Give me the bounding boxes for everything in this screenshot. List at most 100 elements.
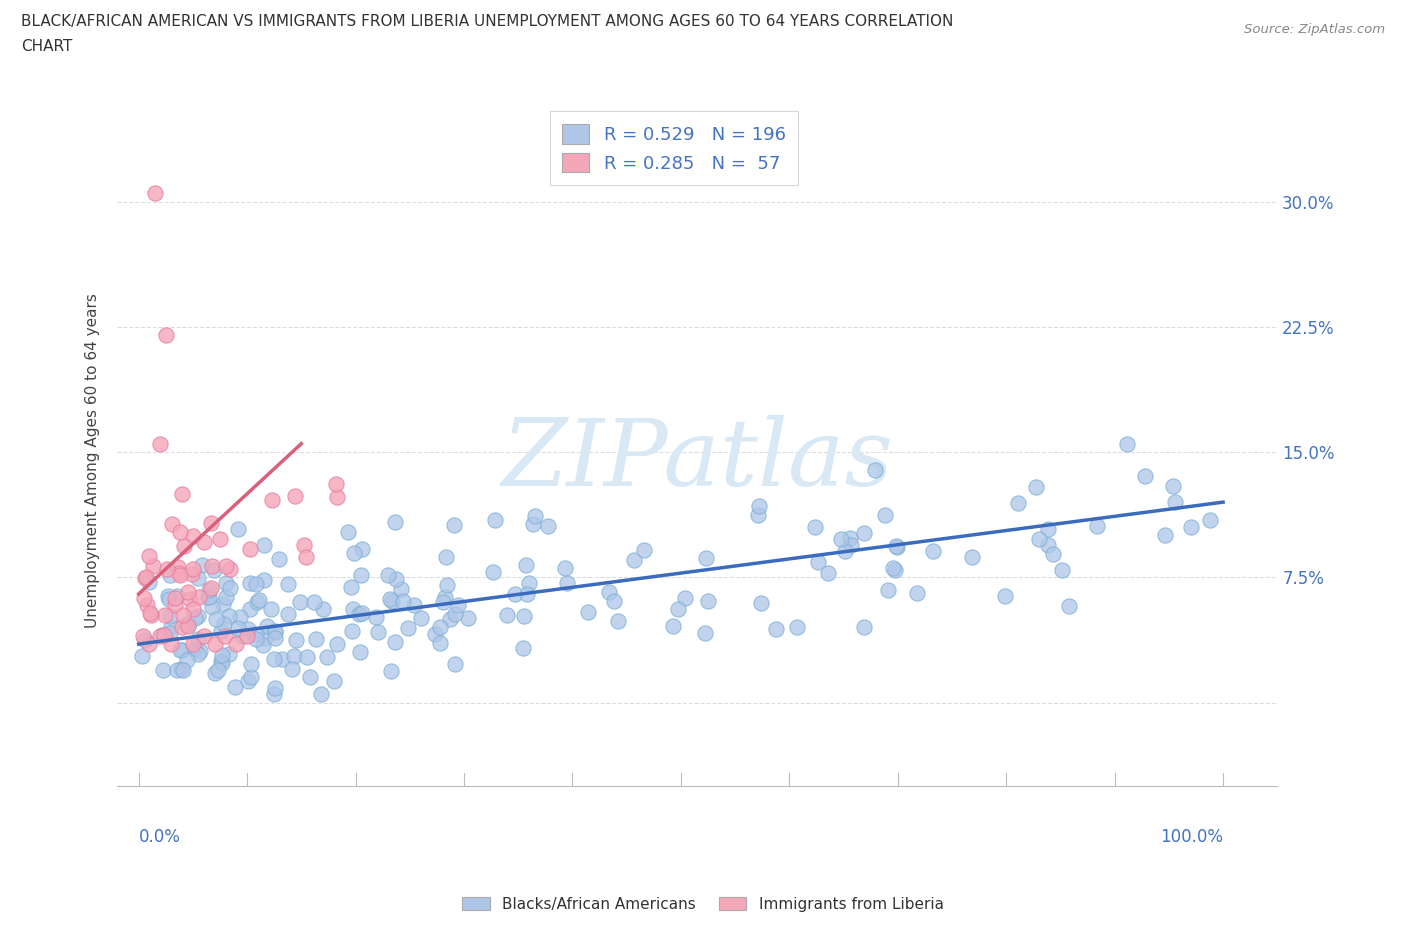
Point: [349, 644, 371, 659]
Point: [159, 567, 181, 582]
Point: [623, 552, 645, 567]
Point: [252, 637, 274, 652]
Point: [325, 637, 347, 652]
Point: [1036, 538, 1059, 552]
Point: [176, 618, 198, 633]
Point: [402, 598, 425, 613]
Point: [263, 651, 285, 666]
Point: [193, 535, 215, 550]
Point: [311, 686, 333, 701]
Point: [212, 617, 235, 631]
Point: [695, 551, 717, 565]
Point: [305, 631, 328, 646]
Point: [239, 576, 262, 591]
Point: [169, 525, 191, 539]
Point: [239, 669, 262, 684]
Point: [277, 577, 299, 591]
Point: [181, 562, 204, 577]
Point: [389, 581, 412, 596]
Point: [696, 593, 718, 608]
Point: [138, 637, 160, 652]
Legend: Blacks/African Americans, Immigrants from Liberia: Blacks/African Americans, Immigrants fro…: [457, 890, 949, 918]
Point: [135, 570, 157, 585]
Point: [264, 625, 287, 640]
Point: [207, 662, 229, 677]
Point: [576, 604, 599, 619]
Point: [312, 602, 335, 617]
Point: [299, 670, 322, 684]
Point: [187, 631, 209, 646]
Point: [1050, 563, 1073, 578]
Point: [215, 590, 238, 604]
Point: [853, 619, 876, 634]
Point: [603, 593, 626, 608]
Point: [226, 522, 249, 537]
Point: [166, 589, 188, 604]
Point: [215, 576, 238, 591]
Point: [184, 610, 207, 625]
Point: [1007, 496, 1029, 511]
Point: [153, 608, 176, 623]
Point: [201, 599, 224, 614]
Point: [748, 499, 770, 514]
Point: [163, 591, 186, 605]
Point: [211, 647, 233, 662]
Point: [245, 577, 267, 591]
Point: [191, 558, 214, 573]
Point: [765, 621, 787, 636]
Point: [838, 531, 860, 546]
Point: [205, 611, 228, 626]
Point: [295, 550, 318, 565]
Point: [325, 476, 347, 491]
Point: [1133, 469, 1156, 484]
Text: Source: ZipAtlas.com: Source: ZipAtlas.com: [1244, 23, 1385, 36]
Point: [211, 596, 233, 611]
Point: [875, 508, 897, 523]
Point: [537, 518, 560, 533]
Text: CHART: CHART: [21, 39, 73, 54]
Legend: R = 0.529   N = 196, R = 0.285   N =  57: R = 0.529 N = 196, R = 0.285 N = 57: [550, 112, 799, 185]
Point: [160, 637, 183, 652]
Point: [209, 654, 232, 669]
Point: [236, 629, 259, 644]
Point: [193, 629, 215, 644]
Point: [1025, 480, 1047, 495]
Point: [830, 532, 852, 547]
Point: [385, 571, 408, 586]
Point: [292, 538, 315, 552]
Point: [134, 632, 156, 647]
Point: [253, 538, 276, 552]
Point: [350, 568, 373, 583]
Point: [1199, 512, 1222, 527]
Point: [429, 619, 451, 634]
Point: [381, 593, 404, 608]
Point: [340, 579, 363, 594]
Point: [204, 665, 226, 680]
Point: [173, 538, 195, 553]
Point: [343, 546, 366, 561]
Point: [176, 618, 198, 632]
Text: 0.0%: 0.0%: [139, 828, 180, 845]
Point: [557, 576, 579, 591]
Point: [366, 609, 388, 624]
Point: [347, 606, 370, 621]
Point: [380, 663, 402, 678]
Point: [804, 520, 827, 535]
Point: [224, 679, 246, 694]
Point: [141, 608, 163, 623]
Point: [219, 562, 242, 577]
Point: [264, 681, 287, 696]
Point: [277, 606, 299, 621]
Point: [606, 614, 628, 629]
Point: [884, 539, 907, 554]
Text: ZIPatlas: ZIPatlas: [501, 416, 893, 505]
Point: [337, 525, 360, 539]
Point: [807, 554, 830, 569]
Point: [384, 634, 406, 649]
Point: [839, 538, 862, 552]
Point: [246, 594, 269, 609]
Point: [139, 606, 162, 621]
Point: [905, 586, 928, 601]
Point: [197, 582, 219, 597]
Point: [1161, 479, 1184, 494]
